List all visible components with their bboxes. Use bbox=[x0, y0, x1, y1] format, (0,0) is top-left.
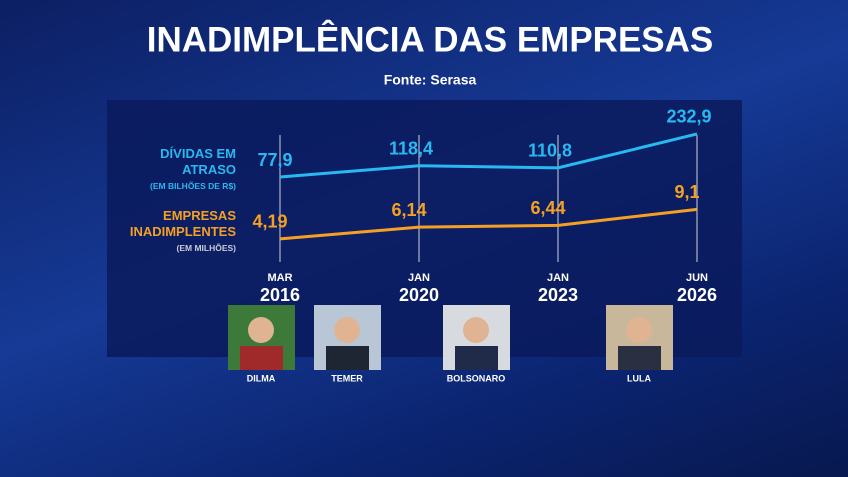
photo-body bbox=[618, 346, 661, 370]
series-name: DÍVIDAS EM ATRASO bbox=[160, 146, 236, 177]
series-unit: (EM BILHÕES DE R$) bbox=[150, 181, 236, 191]
value-label: 110,8 bbox=[528, 141, 572, 161]
president: LULA bbox=[606, 305, 673, 383]
president: DILMA bbox=[228, 305, 295, 383]
photo-head bbox=[334, 317, 360, 343]
x-year-label: 2026 bbox=[677, 285, 717, 305]
x-month-label: JUN bbox=[686, 272, 708, 284]
president-name: DILMA bbox=[247, 373, 276, 383]
value-label: 118,4 bbox=[389, 139, 433, 159]
chart-title: INADIMPLÊNCIA DAS EMPRESAS bbox=[147, 19, 714, 59]
series-line bbox=[279, 207, 698, 241]
photo-body bbox=[240, 346, 283, 370]
photo-head bbox=[248, 317, 274, 343]
series-unit: (EM MILHÕES) bbox=[176, 243, 237, 253]
value-label: 6,44 bbox=[530, 198, 565, 218]
value-label: 6,14 bbox=[391, 200, 426, 220]
x-month-label: MAR bbox=[267, 272, 292, 284]
x-month-label: JAN bbox=[408, 272, 430, 284]
x-year-label: 2020 bbox=[399, 285, 439, 305]
president-name: TEMER bbox=[331, 373, 363, 383]
president-name: LULA bbox=[627, 373, 651, 383]
value-label: 9,1 bbox=[674, 182, 699, 202]
photo-body bbox=[326, 346, 369, 370]
value-label: 232,9 bbox=[666, 107, 711, 127]
series-name: EMPRESAS INADIMPLENTES bbox=[129, 208, 236, 239]
series-label: EMPRESAS INADIMPLENTES (EM MILHÕES) bbox=[116, 208, 236, 253]
series-label: DÍVIDAS EM ATRASO (EM BILHÕES DE R$) bbox=[126, 146, 236, 191]
president-name: BOLSONARO bbox=[447, 373, 506, 383]
value-label: 4,19 bbox=[252, 212, 287, 232]
x-year-label: 2023 bbox=[538, 285, 578, 305]
president: BOLSONARO bbox=[443, 305, 510, 383]
x-year-label: 2016 bbox=[260, 285, 300, 305]
photo-head bbox=[626, 317, 652, 343]
photo-body bbox=[455, 346, 498, 370]
president: TEMER bbox=[314, 305, 381, 383]
x-month-label: JAN bbox=[547, 272, 569, 284]
value-label: 77,9 bbox=[257, 150, 292, 170]
series-line bbox=[279, 132, 698, 179]
chart-subtitle: Fonte: Serasa bbox=[384, 72, 477, 88]
photo-head bbox=[463, 317, 489, 343]
